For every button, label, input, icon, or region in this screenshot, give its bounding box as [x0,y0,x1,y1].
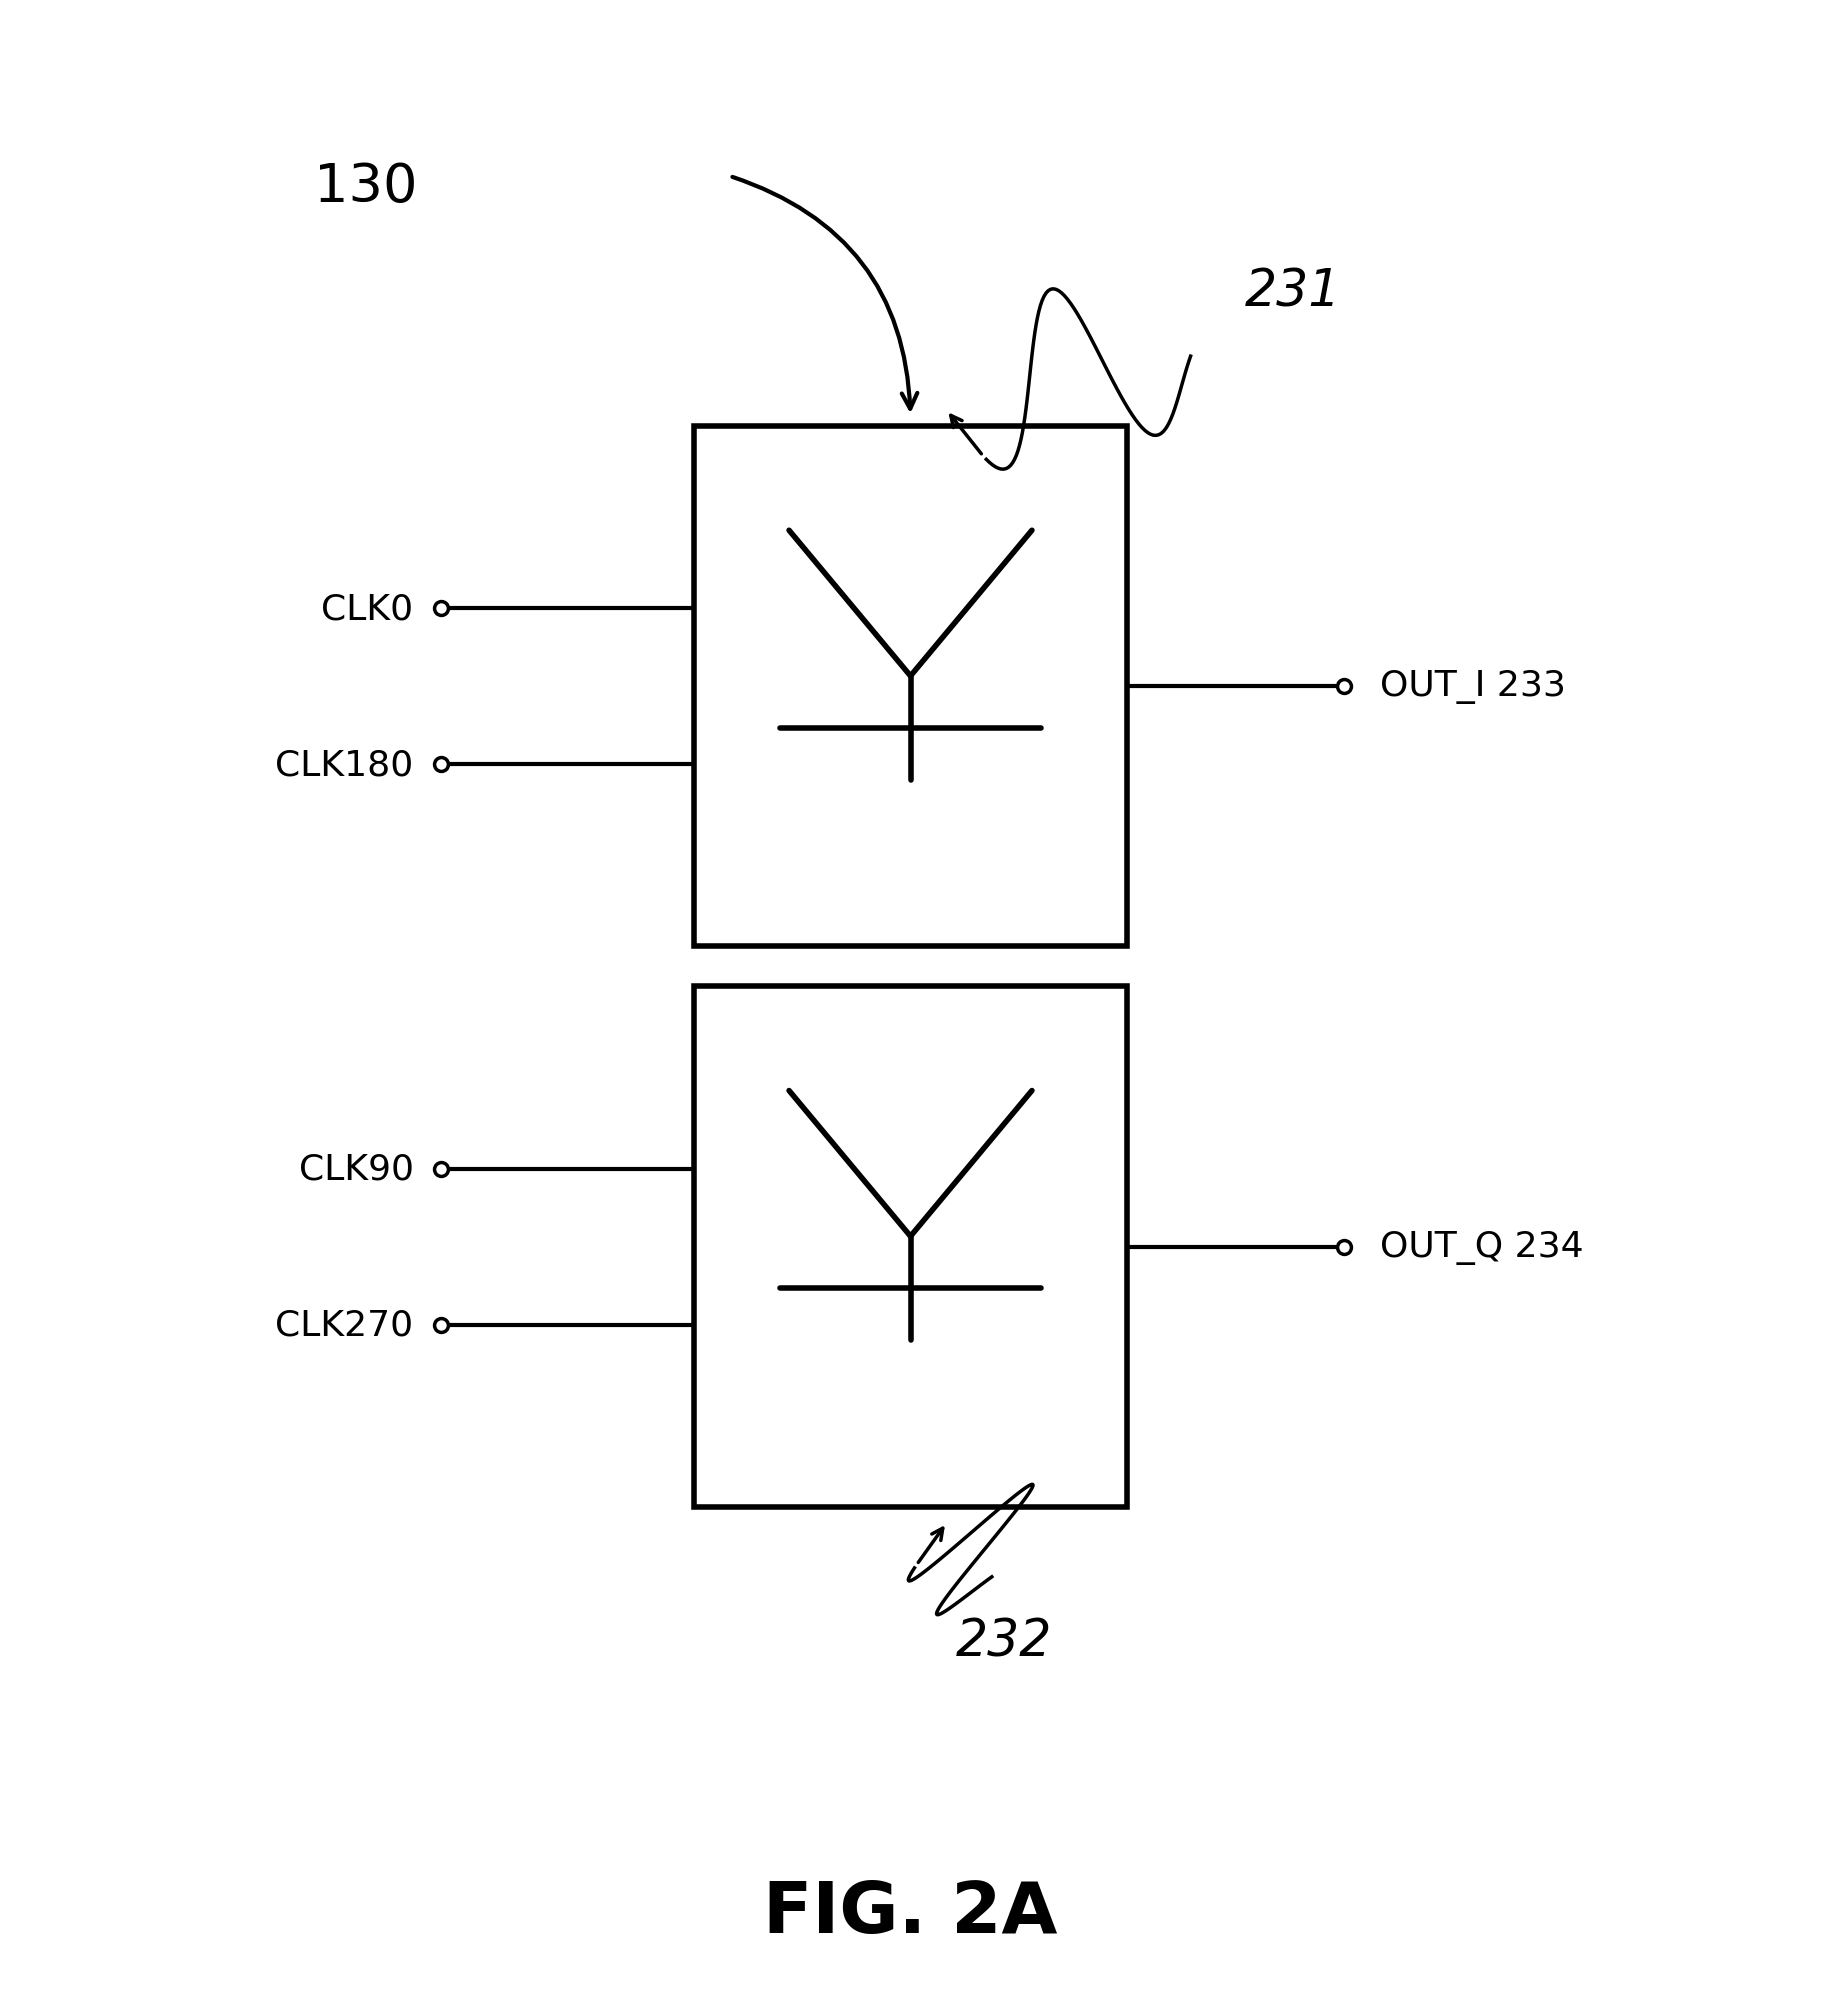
Text: CLK90: CLK90 [299,1152,413,1186]
Bar [694,987,1127,1506]
Bar [694,427,1127,947]
Text: FIG. 2A: FIG. 2A [763,1879,1058,1948]
Text: OUT_Q 234: OUT_Q 234 [1380,1231,1584,1265]
Text: 130: 130 [315,161,417,213]
Text: CLK180: CLK180 [275,747,413,781]
Text: CLK270: CLK270 [275,1307,413,1341]
Text: 231: 231 [1246,268,1342,316]
Text: CLK0: CLK0 [322,592,413,626]
Text: 232: 232 [956,1617,1053,1668]
Text: OUT_I 233: OUT_I 233 [1380,671,1566,705]
